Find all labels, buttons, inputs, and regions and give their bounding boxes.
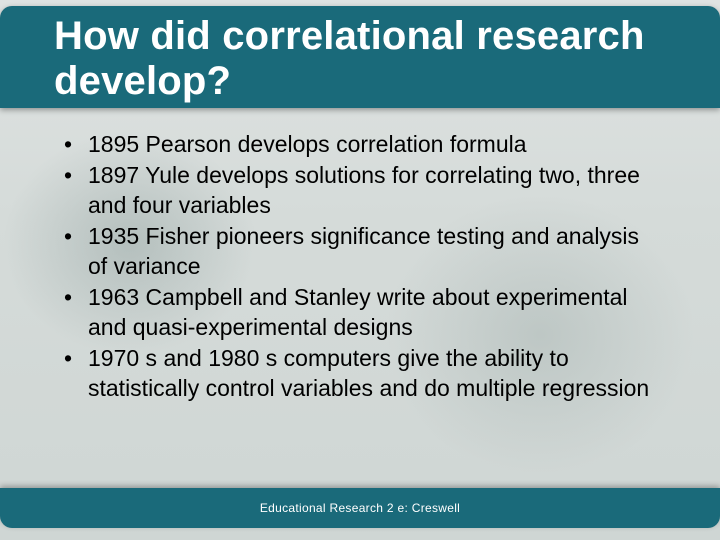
bullet-list: 1895 Pearson develops correlation formul… bbox=[60, 130, 660, 403]
footer-text: Educational Research 2 e: Creswell bbox=[260, 501, 460, 515]
list-item: 1895 Pearson develops correlation formul… bbox=[60, 130, 660, 159]
list-item: 1897 Yule develops solutions for correla… bbox=[60, 161, 660, 220]
bullet-text: 1970 s and 1980 s computers give the abi… bbox=[88, 345, 649, 400]
bullet-text: 1897 Yule develops solutions for correla… bbox=[88, 162, 640, 217]
bullet-text: 1935 Fisher pioneers significance testin… bbox=[88, 223, 639, 278]
bullet-text: 1963 Campbell and Stanley write about ex… bbox=[88, 284, 628, 339]
list-item: 1935 Fisher pioneers significance testin… bbox=[60, 222, 660, 281]
slide-title: How did correlational research develop? bbox=[54, 14, 680, 104]
bullet-text: 1895 Pearson develops correlation formul… bbox=[88, 131, 527, 157]
list-item: 1963 Campbell and Stanley write about ex… bbox=[60, 283, 660, 342]
list-item: 1970 s and 1980 s computers give the abi… bbox=[60, 344, 660, 403]
footer-band: Educational Research 2 e: Creswell bbox=[0, 488, 720, 528]
title-band: How did correlational research develop? bbox=[0, 6, 720, 108]
slide: How did correlational research develop? … bbox=[0, 0, 720, 540]
body-area: 1895 Pearson develops correlation formul… bbox=[60, 130, 660, 470]
